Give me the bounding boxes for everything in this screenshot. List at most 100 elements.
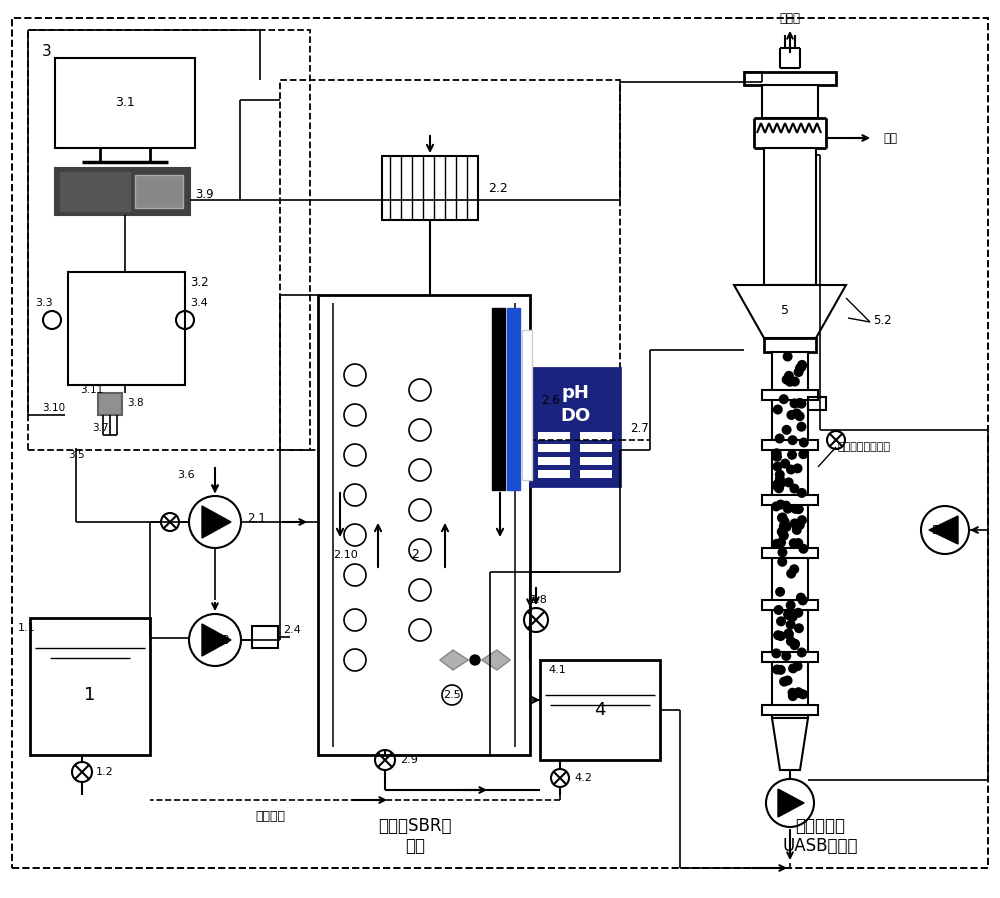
Circle shape xyxy=(787,450,797,460)
Circle shape xyxy=(775,470,785,480)
Text: 4: 4 xyxy=(594,701,606,719)
Text: 厌氧氨氧化
UASB反应器: 厌氧氨氧化 UASB反应器 xyxy=(782,816,858,856)
Circle shape xyxy=(773,630,783,640)
Circle shape xyxy=(773,479,783,489)
Text: 5.3: 5.3 xyxy=(931,524,949,536)
Circle shape xyxy=(786,620,796,629)
Circle shape xyxy=(776,478,786,488)
Circle shape xyxy=(790,638,800,648)
Text: 3.9: 3.9 xyxy=(195,189,214,201)
Polygon shape xyxy=(202,506,231,538)
Text: 2.4: 2.4 xyxy=(283,625,301,635)
Circle shape xyxy=(793,608,803,618)
Text: 2.7: 2.7 xyxy=(630,421,649,435)
Bar xyxy=(764,148,816,285)
Circle shape xyxy=(781,651,791,661)
Text: 序批式SBR反
应器: 序批式SBR反 应器 xyxy=(378,816,452,856)
Circle shape xyxy=(771,501,781,512)
Circle shape xyxy=(794,504,804,515)
Bar xyxy=(507,308,520,490)
Circle shape xyxy=(796,422,806,432)
Text: 3.6: 3.6 xyxy=(177,470,195,480)
Text: pH: pH xyxy=(561,384,589,402)
Circle shape xyxy=(772,462,782,471)
Bar xyxy=(540,660,660,760)
Circle shape xyxy=(776,616,786,626)
Circle shape xyxy=(775,434,785,444)
Text: 2.6: 2.6 xyxy=(541,393,559,407)
Circle shape xyxy=(777,557,787,567)
Circle shape xyxy=(779,394,789,404)
Bar xyxy=(808,397,826,410)
Circle shape xyxy=(781,522,791,532)
Circle shape xyxy=(784,609,794,619)
Circle shape xyxy=(777,513,787,523)
Circle shape xyxy=(771,480,781,490)
Circle shape xyxy=(796,362,806,372)
Text: 3.8: 3.8 xyxy=(127,398,144,408)
Bar xyxy=(382,156,478,220)
Circle shape xyxy=(793,687,803,697)
Circle shape xyxy=(788,688,798,698)
Circle shape xyxy=(795,411,805,421)
Circle shape xyxy=(775,474,785,484)
Polygon shape xyxy=(202,624,231,656)
Circle shape xyxy=(799,437,809,447)
Circle shape xyxy=(795,520,805,530)
Text: 4.2: 4.2 xyxy=(574,773,592,783)
Circle shape xyxy=(776,538,786,548)
Circle shape xyxy=(788,612,798,621)
Circle shape xyxy=(783,610,793,620)
Bar xyxy=(580,470,612,478)
Circle shape xyxy=(789,399,799,409)
Circle shape xyxy=(789,564,799,574)
Circle shape xyxy=(797,515,807,525)
Circle shape xyxy=(774,605,784,615)
Bar xyxy=(762,85,818,118)
Circle shape xyxy=(786,600,796,611)
Circle shape xyxy=(788,436,798,445)
Circle shape xyxy=(792,525,802,535)
Bar xyxy=(60,172,130,211)
Circle shape xyxy=(786,410,796,420)
Text: 2.10: 2.10 xyxy=(333,550,357,560)
Text: 3.11: 3.11 xyxy=(80,385,103,395)
Circle shape xyxy=(794,688,804,698)
Text: 4.1: 4.1 xyxy=(548,665,566,675)
Circle shape xyxy=(921,506,969,554)
Circle shape xyxy=(784,629,794,638)
Circle shape xyxy=(785,377,795,387)
Circle shape xyxy=(786,637,796,647)
Circle shape xyxy=(788,664,798,674)
Circle shape xyxy=(789,484,799,494)
Circle shape xyxy=(790,518,800,528)
Text: 1.1: 1.1 xyxy=(18,623,36,633)
Circle shape xyxy=(797,488,807,497)
Circle shape xyxy=(793,538,803,548)
Text: 排氨气: 排氨气 xyxy=(780,12,800,24)
Polygon shape xyxy=(778,789,804,817)
Text: 3.4: 3.4 xyxy=(190,298,208,308)
Bar xyxy=(30,618,150,755)
Text: 2.5: 2.5 xyxy=(443,690,461,700)
Text: 5: 5 xyxy=(781,304,789,316)
Bar xyxy=(580,432,612,440)
Text: 3.2: 3.2 xyxy=(190,277,209,289)
Bar xyxy=(762,390,818,400)
Circle shape xyxy=(779,676,789,687)
Circle shape xyxy=(784,371,794,381)
Circle shape xyxy=(786,464,796,474)
Bar xyxy=(762,652,818,662)
Circle shape xyxy=(798,449,808,459)
Circle shape xyxy=(783,351,793,362)
Circle shape xyxy=(789,538,799,548)
Circle shape xyxy=(790,376,800,386)
Circle shape xyxy=(776,665,786,675)
Bar xyxy=(135,175,183,208)
Text: 出水: 出水 xyxy=(883,131,897,145)
Bar xyxy=(772,352,808,718)
Circle shape xyxy=(798,690,808,700)
Text: 3.5: 3.5 xyxy=(68,450,84,460)
Circle shape xyxy=(470,655,480,665)
Circle shape xyxy=(790,640,800,650)
